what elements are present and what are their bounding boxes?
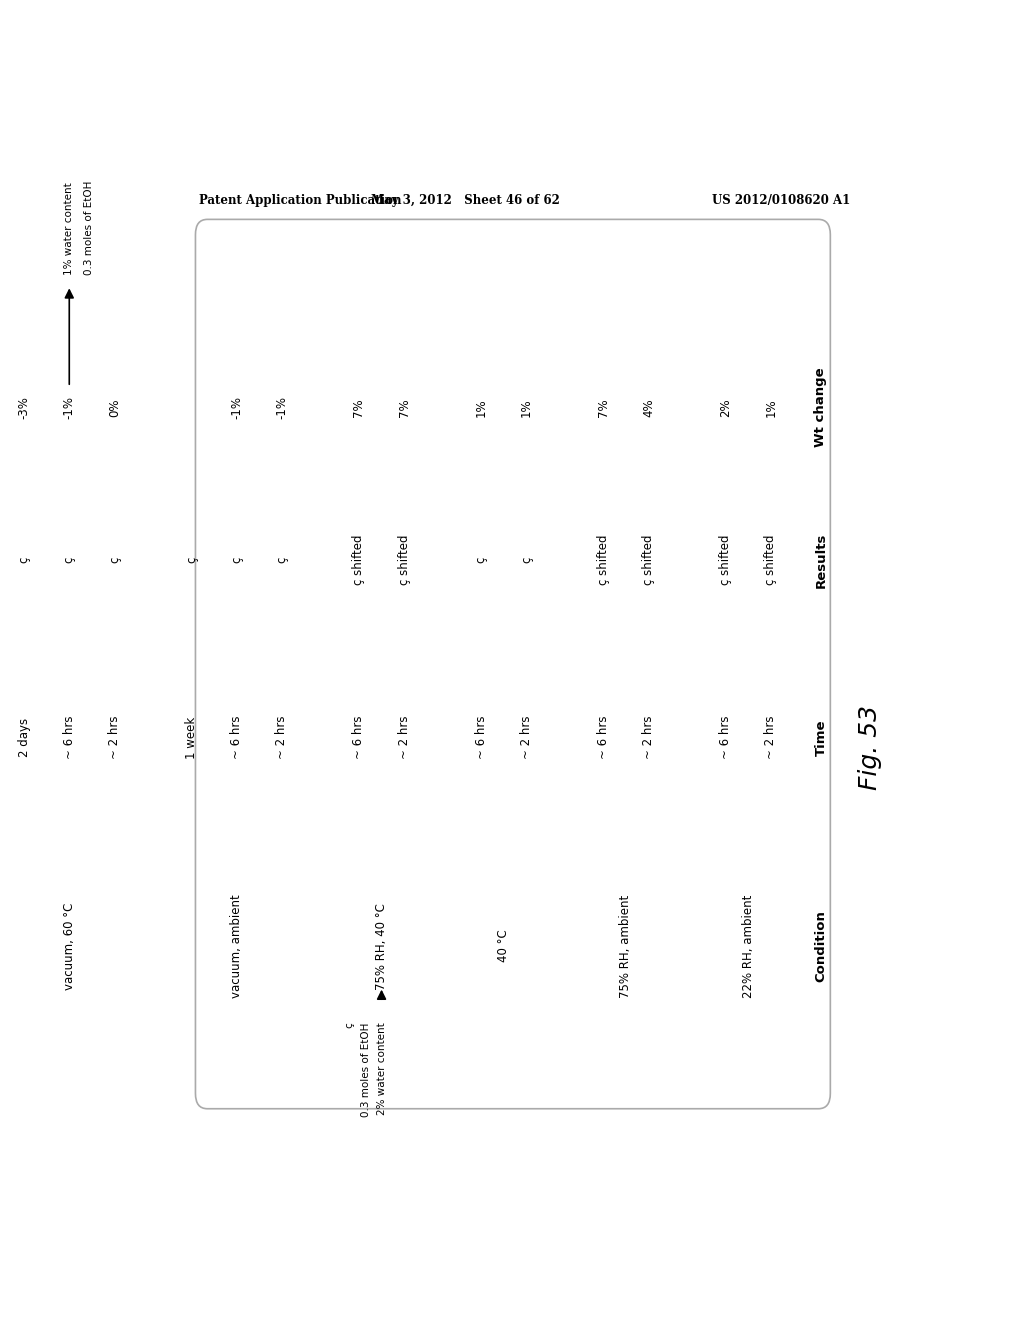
Text: ç: ç: [108, 557, 121, 564]
Text: 0%: 0%: [108, 399, 121, 417]
Text: ç shifted: ç shifted: [352, 535, 366, 585]
Text: ç: ç: [185, 557, 198, 564]
Text: 0.3 moles of EtOH: 0.3 moles of EtOH: [360, 1022, 371, 1117]
Text: -1%: -1%: [62, 396, 76, 418]
Text: ç shifted: ç shifted: [764, 535, 777, 585]
Text: 40 °C: 40 °C: [498, 929, 510, 962]
Text: ~ 6 hrs: ~ 6 hrs: [719, 715, 732, 759]
Text: US 2012/0108620 A1: US 2012/0108620 A1: [712, 194, 850, 207]
Text: Wt change: Wt change: [814, 367, 827, 447]
Text: ç: ç: [17, 557, 31, 564]
Text: ~ 6 hrs: ~ 6 hrs: [352, 715, 366, 759]
Text: ç: ç: [230, 557, 244, 564]
Text: ~ 6 hrs: ~ 6 hrs: [230, 715, 244, 759]
Text: vacuum, ambient: vacuum, ambient: [230, 894, 244, 998]
Text: 1 week: 1 week: [185, 717, 198, 759]
Text: ç shifted: ç shifted: [397, 535, 411, 585]
Text: ç: ç: [345, 1022, 354, 1028]
Text: 2 days: 2 days: [17, 718, 31, 758]
Text: ~ 2 hrs: ~ 2 hrs: [397, 715, 411, 759]
Text: 1%: 1%: [764, 399, 777, 417]
Text: ~ 6 hrs: ~ 6 hrs: [475, 715, 487, 759]
Text: 75% RH, ambient: 75% RH, ambient: [620, 895, 633, 998]
Text: 0.3 moles of EtOH: 0.3 moles of EtOH: [84, 181, 94, 276]
Text: 4%: 4%: [642, 399, 655, 417]
Text: ç: ç: [475, 557, 487, 564]
Text: ~ 2 hrs: ~ 2 hrs: [520, 715, 532, 759]
Text: ~ 2 hrs: ~ 2 hrs: [108, 715, 121, 759]
Text: ~ 2 hrs: ~ 2 hrs: [642, 715, 655, 759]
Text: Condition: Condition: [814, 911, 827, 982]
Text: 7%: 7%: [352, 399, 366, 417]
Text: ç shifted: ç shifted: [719, 535, 732, 585]
Text: vacuum, 60 °C: vacuum, 60 °C: [62, 903, 76, 990]
Text: ~ 6 hrs: ~ 6 hrs: [62, 715, 76, 759]
Text: ç shifted: ç shifted: [642, 535, 655, 585]
Text: Fig. 53: Fig. 53: [858, 705, 882, 791]
Text: 7%: 7%: [397, 399, 411, 417]
Text: ç: ç: [520, 557, 532, 564]
Text: ~ 2 hrs: ~ 2 hrs: [764, 715, 777, 759]
Text: 7%: 7%: [597, 399, 610, 417]
Text: -1%: -1%: [275, 396, 289, 418]
Text: ç shifted: ç shifted: [597, 535, 610, 585]
Text: 1%: 1%: [520, 399, 532, 417]
Text: -1%: -1%: [230, 396, 244, 418]
Text: Time: Time: [814, 719, 827, 756]
Text: 22% RH, ambient: 22% RH, ambient: [741, 895, 755, 998]
Text: ç: ç: [62, 557, 76, 564]
Text: Patent Application Publication: Patent Application Publication: [200, 194, 402, 207]
Text: -3%: -3%: [17, 396, 31, 418]
Text: ç: ç: [275, 557, 289, 564]
Text: 2%: 2%: [719, 399, 732, 417]
Text: ~ 2 hrs: ~ 2 hrs: [275, 715, 289, 759]
Text: ~ 6 hrs: ~ 6 hrs: [597, 715, 610, 759]
Text: May 3, 2012   Sheet 46 of 62: May 3, 2012 Sheet 46 of 62: [371, 194, 560, 207]
Text: 75% RH, 40 °C: 75% RH, 40 °C: [375, 903, 388, 990]
Text: Results: Results: [814, 532, 827, 587]
Text: 1%: 1%: [475, 399, 487, 417]
Text: 1% water content: 1% water content: [65, 182, 75, 276]
Text: 2% water content: 2% water content: [377, 1022, 386, 1115]
